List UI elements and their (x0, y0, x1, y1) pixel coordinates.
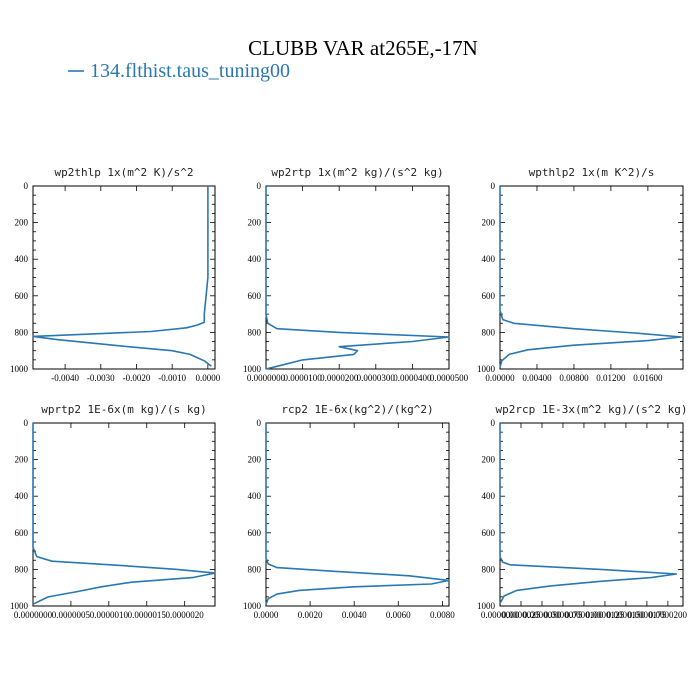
x-tick-label: 0.0000000 (481, 610, 520, 620)
panel-title: wp2rcp 1E-3x(m^2 kg)/(s^2 kg) (495, 403, 687, 416)
panel-5: rcp2 1E-6x(kg^2)/(kg^2) 0 200 400 600 800 1000… (243, 403, 455, 620)
x-tick-label: 0.00000 (485, 373, 515, 383)
y-tick-label: 0 (24, 418, 29, 428)
y-tick-label: 0 (257, 418, 262, 428)
series-line (32, 186, 212, 367)
y-tick-label: 800 (248, 564, 262, 574)
x-tick-label: 0.0000005 (52, 610, 91, 620)
panel-title: rcp2 1E-6x(kg^2)/(kg^2) (281, 403, 433, 416)
x-tick-label: 0.0000000 (14, 610, 53, 620)
y-tick-label: 800 (15, 564, 29, 574)
y-tick-label: 400 (482, 254, 496, 264)
y-tick-label: 0 (257, 181, 262, 191)
y-tick-label: 600 (482, 291, 496, 301)
x-tick-label: -0.0030 (87, 373, 115, 383)
y-tick-label: 400 (15, 254, 29, 264)
x-tick-label: 0.01600 (633, 373, 663, 383)
x-tick-label: 0.0080 (430, 610, 455, 620)
y-tick-label: 800 (482, 564, 496, 574)
y-tick-label: 400 (15, 491, 29, 501)
x-tick-label: 0.0000 (195, 373, 220, 383)
panel-grid: wp2thlp 1x(m^2 K)/s^2 0 200 400 600 800 1000 -0… (10, 166, 688, 620)
y-tick-label: 0 (491, 418, 496, 428)
y-tick-label: 1000 (243, 601, 262, 611)
y-tick-label: 600 (248, 291, 262, 301)
panel-1: wp2thlp 1x(m^2 K)/s^2 0 200 400 600 800 1000 -0… (10, 166, 221, 383)
panel-title: wp2thlp 1x(m^2 K)/s^2 (54, 166, 193, 179)
x-tick-label: 0.0000175 (628, 610, 667, 620)
x-tick-label: -0.0040 (51, 373, 79, 383)
y-tick-label: 800 (482, 327, 496, 337)
x-tick-label: 0.0000100 (565, 610, 604, 620)
y-tick-label: 1000 (243, 364, 262, 374)
y-tick-label: 400 (248, 491, 262, 501)
plot-frame (265, 185, 450, 370)
y-tick-label: 600 (482, 528, 496, 538)
x-tick-label: 0.0040 (342, 610, 367, 620)
x-tick-label: 0.00400 (522, 373, 552, 383)
panel-4: wprtp2 1E-6x(m kg)/(s kg) 0 200 400 600 800 10… (10, 403, 216, 620)
series-line (32, 423, 216, 605)
y-tick-label: 800 (15, 327, 29, 337)
y-tick-label: 1000 (10, 364, 29, 374)
x-tick-label: -0.0020 (123, 373, 151, 383)
y-tick-label: 600 (15, 528, 29, 538)
x-tick-label: 0.0000150 (607, 610, 646, 620)
x-tick-label: 0.0000050 (523, 610, 562, 620)
figure-title: CLUBB VAR at265E,-17N (248, 36, 478, 60)
plot-frame (499, 185, 684, 370)
y-tick-label: 400 (482, 491, 496, 501)
x-tick-label: 0.0000 (254, 610, 279, 620)
y-tick-label: 800 (248, 327, 262, 337)
x-tick-label: 0.0000500 (430, 373, 469, 383)
x-tick-label: 0.01200 (596, 373, 626, 383)
y-tick-label: 200 (248, 218, 262, 228)
x-tick-label: 0.0000400 (393, 373, 432, 383)
panel-2: wp2rtp 1x(m^2 kg)/(s^2 kg) 0 200 400 600 800 1… (243, 166, 469, 383)
y-tick-label: 0 (491, 181, 496, 191)
y-tick-label: 600 (15, 291, 29, 301)
panel-title: wpthlp2 1x(m K^2)/s (529, 166, 655, 179)
y-tick-label: 0 (24, 181, 29, 191)
series-line (265, 186, 450, 370)
series-line (265, 423, 450, 605)
y-tick-label: 400 (248, 254, 262, 264)
series-line (499, 423, 678, 604)
plot-frame (499, 422, 684, 607)
x-tick-label: 0.0000100 (283, 373, 322, 383)
x-tick-label: 0.0000200 (649, 610, 688, 620)
x-tick-label: 0.0000300 (357, 373, 396, 383)
x-tick-label: 0.0000020 (166, 610, 205, 620)
legend: 134.flthist.taus_tuning00 (68, 60, 290, 82)
x-tick-label: 0.0000010 (90, 610, 129, 620)
plot-frame (32, 185, 216, 370)
legend-label: 134.flthist.taus_tuning00 (90, 60, 290, 82)
x-tick-label: 0.0060 (386, 610, 411, 620)
x-tick-label: 0.0000125 (586, 610, 625, 620)
x-tick-label: 0.0020 (298, 610, 323, 620)
panel-title: wprtp2 1E-6x(m kg)/(s kg) (41, 403, 207, 416)
y-tick-label: 1000 (477, 364, 496, 374)
y-tick-label: 200 (15, 218, 29, 228)
x-tick-label: 0.0000200 (320, 373, 359, 383)
panel-6: wp2rcp 1E-3x(m^2 kg)/(s^2 kg) 0 200 400 600 8… (477, 403, 688, 620)
x-tick-label: 0.0000075 (544, 610, 583, 620)
plot-frame (265, 422, 450, 607)
series-line (499, 186, 683, 368)
y-tick-label: 200 (248, 455, 262, 465)
panel-3: wpthlp2 1x(m K^2)/s020040060080010000.00… (477, 166, 684, 383)
panel-title: wp2rtp 1x(m^2 kg)/(s^2 kg) (271, 166, 443, 179)
x-tick-label: 0.0000025 (502, 610, 541, 620)
x-tick-label: -0.0010 (158, 373, 186, 383)
y-tick-label: 1000 (477, 601, 496, 611)
y-tick-label: 200 (482, 218, 496, 228)
y-tick-label: 600 (248, 528, 262, 538)
y-tick-label: 1000 (10, 601, 29, 611)
y-tick-label: 200 (15, 455, 29, 465)
y-tick-label: 200 (482, 455, 496, 465)
x-tick-label: 0.0000015 (128, 610, 167, 620)
x-tick-label: 0.00800 (559, 373, 589, 383)
x-tick-label: 0.0000000 (247, 373, 286, 383)
